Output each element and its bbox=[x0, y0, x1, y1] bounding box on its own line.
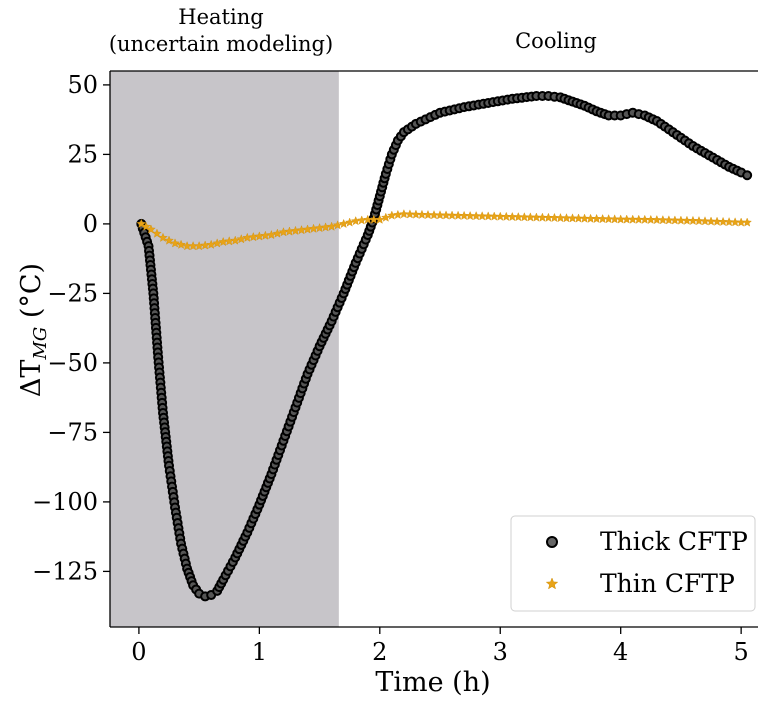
y-axis-label-subscript: MG bbox=[30, 327, 51, 361]
legend-label-thick: Thick CFTP bbox=[600, 527, 748, 556]
x-tick-label: 0 bbox=[131, 638, 146, 666]
thin-cftp-point bbox=[393, 209, 403, 219]
thin-cftp-point bbox=[381, 212, 391, 222]
y-axis-label: ΔTMG (°C) bbox=[16, 263, 51, 397]
legend-marker-thick bbox=[546, 536, 558, 548]
y-tick-label: −125 bbox=[32, 557, 98, 585]
x-tick-label: 2 bbox=[372, 638, 387, 666]
y-tick-label: 25 bbox=[67, 140, 98, 168]
x-axis-label: Time (h) bbox=[375, 667, 490, 698]
thin-cftp-point bbox=[338, 218, 349, 228]
y-axis-label-unit: (°C) bbox=[16, 263, 47, 327]
y-tick-label: 0 bbox=[83, 210, 98, 238]
x-tick-label: 1 bbox=[252, 638, 267, 666]
thin-cftp-point bbox=[146, 224, 156, 234]
thin-cftp-point bbox=[170, 238, 180, 248]
y-axis-label-symbol: ΔT bbox=[16, 360, 47, 398]
y-tick-label: −25 bbox=[47, 279, 98, 307]
x-tick-label: 4 bbox=[613, 638, 628, 666]
thin-cftp-point bbox=[387, 210, 397, 220]
thick-cftp-point bbox=[742, 170, 753, 181]
thin-cftp-point bbox=[344, 217, 355, 227]
thin-cftp-point bbox=[176, 239, 186, 249]
x-tick-label: 5 bbox=[733, 638, 748, 666]
heating-region bbox=[110, 71, 339, 627]
legend-marker-thin bbox=[545, 577, 559, 590]
x-ticks: 0 1 2 3 4 5 bbox=[131, 627, 749, 666]
thin-cftp-point bbox=[375, 214, 385, 224]
y-tick-label: −50 bbox=[47, 349, 98, 377]
y-ticks: 50 25 0 −25 −50 −75 −100 −125 bbox=[32, 71, 110, 585]
legend: Thick CFTP Thin CFTP bbox=[510, 515, 756, 612]
thin-cftp-point bbox=[152, 228, 162, 238]
heating-region-label: Heating bbox=[178, 5, 263, 29]
y-tick-label: −100 bbox=[32, 488, 98, 516]
heating-region-sublabel: (uncertain modeling) bbox=[109, 32, 333, 56]
thin-cftp-point bbox=[350, 216, 361, 226]
x-tick-label: 3 bbox=[493, 638, 508, 666]
thin-cftp-point bbox=[356, 215, 367, 225]
series-thin-cftp bbox=[136, 209, 752, 251]
thin-cftp-point bbox=[742, 217, 752, 227]
series-thick-cftp bbox=[136, 91, 753, 602]
y-tick-label: 50 bbox=[67, 71, 98, 99]
legend-box bbox=[510, 515, 756, 612]
cooling-region-label: Cooling bbox=[515, 29, 597, 53]
legend-label-thin: Thin CFTP bbox=[600, 569, 735, 598]
y-tick-label: −75 bbox=[47, 418, 98, 446]
